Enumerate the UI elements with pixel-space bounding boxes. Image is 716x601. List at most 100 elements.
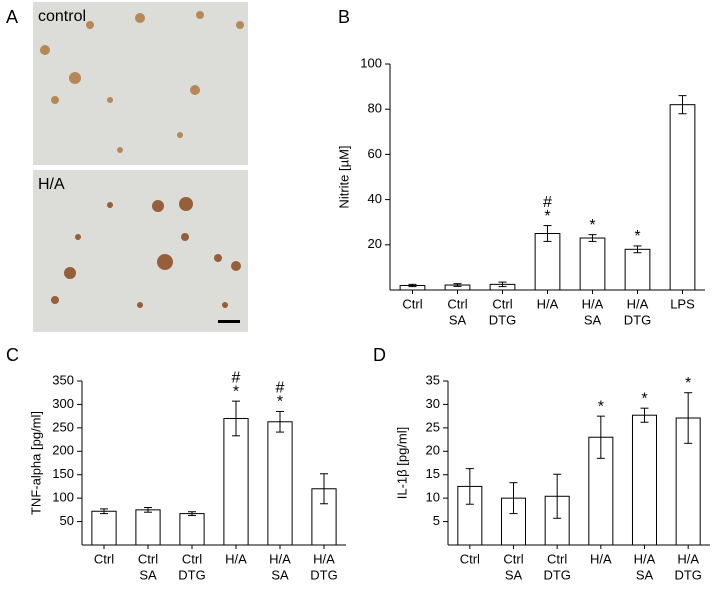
error-bar — [465, 468, 474, 505]
error-bar — [543, 225, 552, 242]
panel-letter: C — [6, 345, 19, 365]
image-label: H/A — [38, 176, 65, 193]
y-tick-label: 35 — [426, 372, 440, 387]
x-tick-label: Ctrl — [402, 296, 422, 311]
micrograph: H/A — [33, 170, 248, 332]
y-tick-label: 20 — [368, 236, 382, 251]
x-tick-label: SA — [449, 312, 467, 327]
x-tick-label: SA — [636, 567, 654, 582]
bar — [669, 104, 696, 291]
error-bar — [188, 511, 196, 516]
x-tick-label: Ctrl — [503, 551, 523, 566]
x-tick-label: DTG — [543, 567, 570, 582]
error-bar — [276, 410, 284, 433]
y-tick-label: 100 — [360, 55, 382, 70]
x-tick-label: DTG — [489, 312, 516, 327]
bar — [534, 233, 561, 291]
x-tick-label: H/A — [269, 551, 291, 566]
significance-marker: # — [543, 194, 552, 211]
error-bar — [633, 245, 642, 254]
y-axis-label: IL-1β [pg/ml] — [394, 427, 409, 500]
panel-letter: B — [338, 7, 350, 27]
significance-marker: * — [598, 398, 604, 415]
y-tick-label: 50 — [60, 513, 74, 528]
panel-letter: D — [373, 345, 386, 365]
x-tick-label: H/A — [313, 551, 335, 566]
x-tick-label: SA — [271, 567, 289, 582]
error-bar — [408, 283, 417, 288]
image-label: control — [38, 8, 86, 25]
y-tick-label: 100 — [52, 490, 74, 505]
error-bar — [509, 482, 518, 515]
x-tick-label: H/A — [225, 551, 247, 566]
bar — [223, 417, 249, 546]
bar — [624, 248, 651, 291]
y-tick-label: 250 — [52, 419, 74, 434]
micrograph-image — [33, 2, 248, 165]
error-bar — [100, 508, 108, 515]
x-tick-label: H/A — [582, 296, 604, 311]
x-tick-label: H/A — [677, 551, 699, 566]
x-tick-label: H/A — [590, 551, 612, 566]
y-tick-label: 25 — [426, 419, 440, 434]
error-bar — [588, 234, 597, 242]
error-bar — [640, 407, 649, 423]
significance-marker: * — [589, 217, 595, 234]
y-tick-label: 30 — [426, 396, 440, 411]
x-tick-label: DTG — [178, 567, 205, 582]
y-axis-label: Nitrite [µM] — [336, 145, 351, 208]
bar — [457, 485, 483, 546]
x-tick-label: Ctrl — [94, 551, 114, 566]
x-tick-label: H/A — [627, 296, 649, 311]
y-tick-label: 80 — [368, 101, 382, 116]
bar — [267, 421, 293, 546]
x-tick-label: DTG — [310, 567, 337, 582]
x-tick-label: DTG — [624, 312, 651, 327]
error-bar — [453, 283, 462, 287]
y-tick-label: 200 — [52, 443, 74, 458]
significance-marker: * — [641, 390, 647, 407]
y-tick-label: 60 — [368, 146, 382, 161]
y-tick-label: 350 — [52, 372, 74, 387]
x-tick-label: Ctrl — [547, 551, 567, 566]
error-bar — [553, 473, 562, 519]
y-tick-label: 10 — [426, 490, 440, 505]
significance-marker: * — [544, 208, 550, 225]
error-bar — [232, 400, 240, 437]
error-bar — [144, 507, 152, 513]
x-tick-label: Ctrl — [182, 551, 202, 566]
x-tick-label: SA — [505, 567, 523, 582]
x-tick-label: H/A — [634, 551, 656, 566]
bar — [135, 509, 161, 546]
y-axis-label: TNF-alpha [pg/ml] — [28, 411, 43, 515]
bar — [579, 237, 606, 291]
error-bar — [684, 392, 693, 444]
x-tick-label: LPS — [670, 296, 695, 311]
y-tick-label: 150 — [52, 466, 74, 481]
x-tick-label: H/A — [537, 296, 559, 311]
significance-marker: * — [277, 394, 283, 411]
y-tick-label: 300 — [52, 396, 74, 411]
x-tick-label: Ctrl — [492, 296, 512, 311]
bar — [179, 513, 205, 546]
x-tick-label: Ctrl — [447, 296, 467, 311]
x-tick-label: SA — [584, 312, 602, 327]
x-tick-label: Ctrl — [460, 551, 480, 566]
y-tick-label: 40 — [368, 191, 382, 206]
significance-marker: # — [276, 380, 285, 397]
error-bar — [320, 473, 328, 505]
error-bar — [498, 281, 507, 288]
panel-letter: A — [6, 7, 18, 27]
bar — [631, 414, 658, 546]
significance-marker: * — [233, 383, 239, 400]
y-tick-label: 20 — [426, 443, 440, 458]
y-tick-label: 5 — [433, 513, 440, 528]
significance-marker: * — [685, 375, 691, 392]
y-tick-label: 15 — [426, 466, 440, 481]
x-tick-label: DTG — [674, 567, 701, 582]
x-tick-label: Ctrl — [138, 551, 158, 566]
x-tick-label: SA — [139, 567, 157, 582]
significance-marker: # — [232, 369, 241, 386]
significance-marker: * — [634, 228, 640, 245]
